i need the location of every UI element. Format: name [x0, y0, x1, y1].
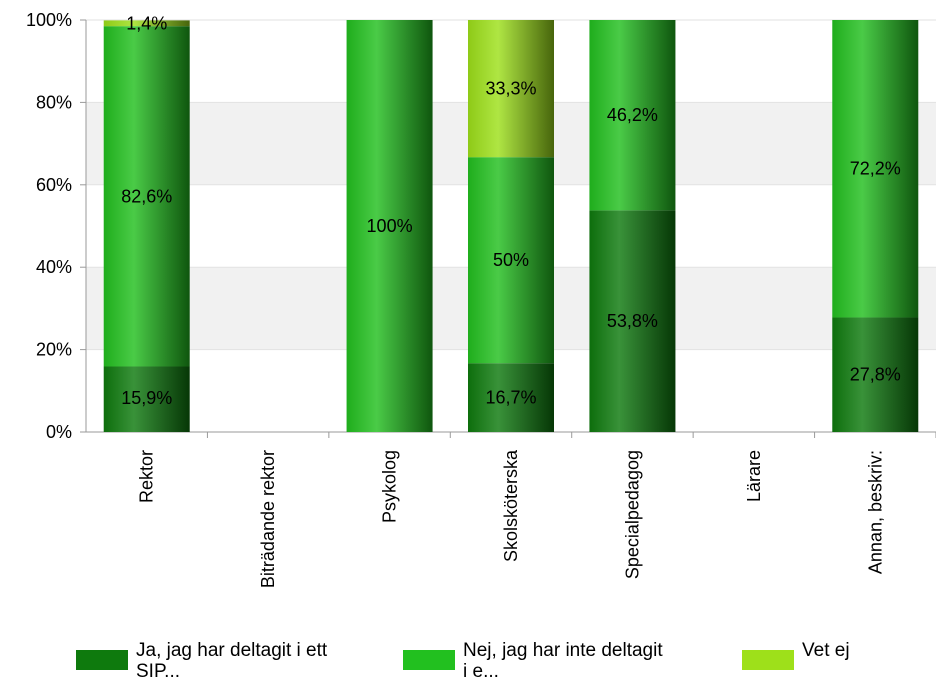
legend-label-vet-ej: Vet ej — [802, 640, 850, 661]
data-label: 50% — [493, 250, 529, 270]
category-label-annan-beskriv: Annan, beskriv: — [865, 450, 885, 574]
bar-rektor-ja — [103, 366, 190, 432]
data-label: 53,8% — [607, 311, 658, 331]
legend-swatch-ja — [76, 650, 128, 670]
y-tick-label: 0% — [46, 422, 72, 442]
bar-skolskoterska-nej — [468, 157, 554, 364]
legend: Ja, jag har deltagit i ett SIP... Nej, j… — [0, 640, 936, 697]
data-label: 33,3% — [485, 79, 536, 99]
y-tick-label: 100% — [26, 10, 72, 30]
y-tick-label: 40% — [36, 257, 72, 277]
data-label: 82,6% — [121, 186, 172, 206]
bar-annan-beskriv-nej — [832, 20, 919, 318]
legend-label-ja: Ja, jag har deltagit i ett SIP... — [136, 640, 328, 682]
category-label-specialpedagog: Specialpedagog — [622, 450, 642, 579]
category-label-skolskoterska: Skolsköterska — [501, 449, 521, 562]
data-label: 100% — [367, 216, 413, 236]
category-label-larare: Lärare — [744, 450, 764, 502]
bar-psykolog-nej — [346, 20, 433, 432]
stacked-bar-chart: 0% 20% 40% 60% 80% 100% 15,9% 82,6% 1,4% 100% 16,… — [26, 10, 936, 588]
data-label: 46,2% — [607, 105, 658, 125]
y-tick-label: 60% — [36, 175, 72, 195]
bar-rektor-vet-ej — [103, 20, 190, 27]
y-tick-label: 80% — [36, 92, 72, 112]
bar-specialpedagog-nej — [589, 20, 676, 211]
legend-item-vet-ej: Vet ej — [742, 640, 850, 670]
legend-swatch-vet-ej — [742, 650, 794, 670]
data-label: 15,9% — [121, 388, 172, 408]
bar-skolskoterska-vet-ej — [468, 20, 554, 158]
category-label-psykolog: Psykolog — [380, 450, 400, 523]
legend-item-ja: Ja, jag har deltagit i ett SIP... — [76, 640, 327, 682]
y-tick-label: 20% — [36, 340, 72, 360]
bar-specialpedagog-ja — [589, 210, 676, 432]
bar-skolskoterska-ja — [468, 363, 554, 432]
bar-rektor-nej — [103, 26, 190, 367]
data-label: 27,8% — [850, 365, 901, 385]
legend-item-nej: Nej, jag har inte deltagit i e... — [403, 640, 663, 682]
bar-annan-beskriv-ja — [832, 317, 919, 432]
category-label-bitradande-rektor: Biträdande rektor — [258, 450, 278, 588]
category-label-rektor: Rektor — [137, 450, 157, 503]
data-label: 16,7% — [485, 388, 536, 408]
data-label: 72,2% — [850, 159, 901, 179]
data-label: 1,4% — [126, 13, 167, 33]
legend-swatch-nej — [403, 650, 455, 670]
legend-label-nej: Nej, jag har inte deltagit i e... — [463, 640, 663, 682]
